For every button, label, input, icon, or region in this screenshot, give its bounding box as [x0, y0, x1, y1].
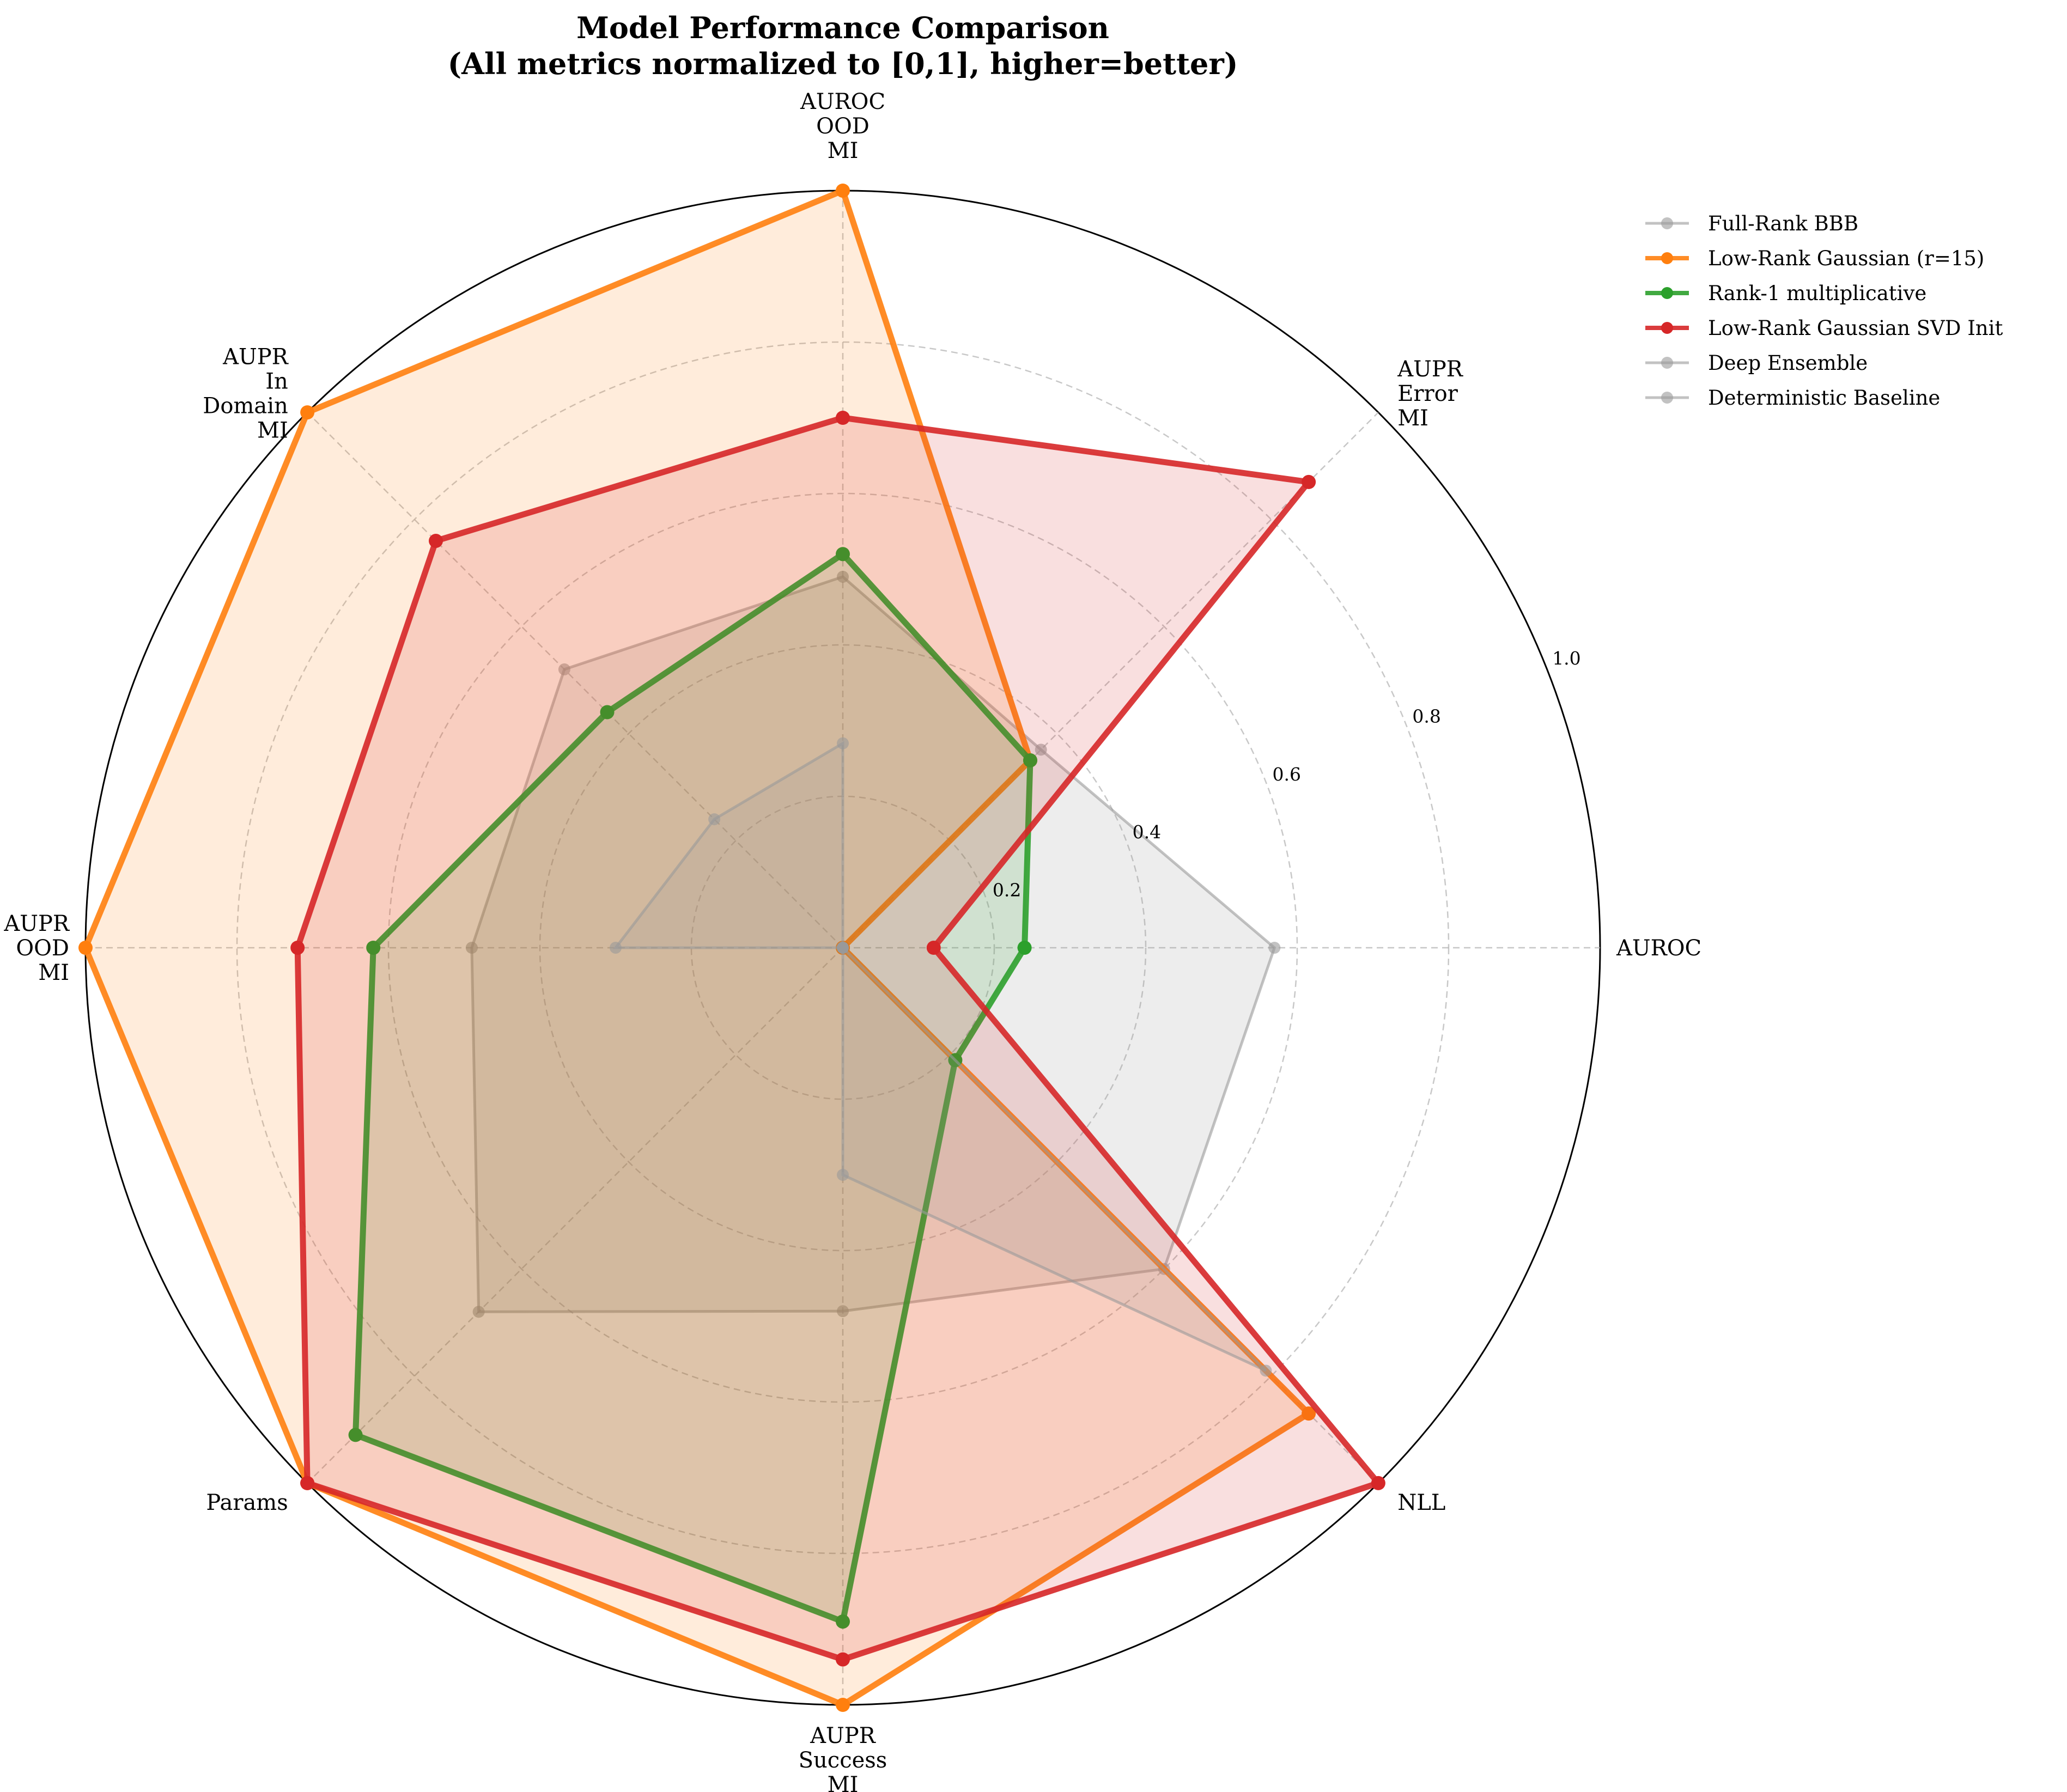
axis-label: AUPR In Domain MI: [203, 344, 289, 443]
series-rank-1-multiplicative: [348, 547, 1038, 1629]
data-point: [836, 411, 850, 425]
radial-tick-label: 0.2: [993, 880, 1021, 901]
grid-spoke: [307, 947, 843, 1484]
legend-item: Deep Ensemble: [1645, 351, 1868, 375]
data-point: [1260, 1364, 1272, 1377]
series-area: [355, 554, 1030, 1622]
legend-marker: [1661, 322, 1673, 334]
data-point: [366, 941, 381, 955]
data-point: [837, 1169, 849, 1181]
series-area: [471, 576, 1275, 1312]
data-point: [926, 941, 941, 955]
legend-marker: [1661, 357, 1673, 369]
legend-label: Low-Rank Gaussian SVD Init: [1708, 316, 2003, 340]
axis-label: Params: [206, 1490, 288, 1515]
axis-label: AUROC OOD MI: [800, 89, 885, 163]
axis-label: NLL: [1397, 1490, 1445, 1515]
axis-label: AUROC: [1616, 936, 1701, 961]
data-point: [300, 405, 315, 420]
legend-marker: [1661, 392, 1673, 404]
data-point: [836, 1614, 850, 1629]
legend-item: Deterministic Baseline: [1645, 386, 1940, 410]
data-point: [1371, 1476, 1385, 1490]
data-point: [1023, 753, 1038, 767]
grid-ring-0.4: [539, 644, 1147, 1252]
data-point: [472, 1306, 485, 1318]
data-point: [465, 942, 478, 954]
series-group: [78, 184, 1385, 1712]
legend-label: Deep Ensemble: [1708, 351, 1868, 375]
series-area: [616, 743, 1266, 1371]
data-point: [558, 663, 570, 675]
legend-item: Rank-1 multiplicative: [1645, 282, 1926, 305]
axis-label: AUPR OOD MI: [3, 911, 70, 985]
data-point: [610, 942, 622, 954]
data-point: [348, 1428, 363, 1442]
radial-tick-label: 0.4: [1133, 821, 1161, 843]
legend-label: Rank-1 multiplicative: [1708, 282, 1926, 305]
legend-label: Full-Rank BBB: [1708, 212, 1858, 235]
legend-item: Low-Rank Gaussian (r=15): [1645, 247, 1984, 270]
legend: Full-Rank BBB Low-Rank Gaussian (r=15) Ran…: [1645, 212, 2003, 410]
data-point: [837, 942, 849, 954]
axis-label: AUPR Success MI: [799, 1723, 887, 1792]
legend-item: Full-Rank BBB: [1645, 212, 1858, 235]
chart-subtitle: (All metrics normalized to [0,1], higher…: [448, 46, 1238, 81]
data-point: [1268, 942, 1281, 954]
data-point: [836, 1652, 850, 1667]
data-point: [836, 1698, 850, 1712]
data-point: [1302, 474, 1316, 489]
axis-labels: AUROC AUPR Error MI AUROC OOD MI AUPR In Domain MI…: [3, 89, 1701, 1792]
radial-tick-label: 1.0: [1552, 648, 1580, 669]
data-point: [290, 941, 305, 955]
data-point: [837, 737, 849, 749]
grid-ring-0.6: [387, 492, 1298, 1403]
data-point: [78, 941, 93, 955]
data-point: [429, 534, 443, 548]
axis-label: AUPR Error MI: [1397, 357, 1464, 431]
data-point: [837, 1305, 849, 1318]
legend-marker: [1661, 252, 1673, 264]
legend-label: Low-Rank Gaussian (r=15): [1708, 247, 1984, 270]
radial-tick-label: 0.8: [1412, 705, 1440, 727]
radial-tick-labels: 0.2 0.4 0.6 0.8 1.0: [993, 648, 1581, 901]
data-point: [300, 1476, 315, 1490]
chart-title: Model Performance Comparison: [576, 10, 1109, 45]
data-point: [1035, 743, 1047, 756]
data-point: [1302, 1406, 1316, 1421]
series-deterministic-baseline: [837, 942, 849, 954]
data-point: [837, 570, 849, 583]
series-low-rank-gaussian-svd-init: [290, 411, 1385, 1667]
radial-tick-label: 0.6: [1273, 764, 1301, 785]
legend-item: Low-Rank Gaussian SVD Init: [1645, 316, 2003, 340]
legend-marker: [1661, 287, 1673, 299]
data-point: [1017, 941, 1032, 955]
grid-spoke: [307, 412, 843, 948]
legend-label: Deterministic Baseline: [1708, 386, 1940, 410]
data-point: [600, 705, 615, 720]
series-full-rank-bbb: [465, 570, 1281, 1318]
legend-marker: [1661, 217, 1673, 229]
data-point: [836, 184, 850, 198]
data-point: [708, 813, 721, 826]
data-point: [836, 547, 850, 562]
series-line: [612, 741, 1267, 1372]
